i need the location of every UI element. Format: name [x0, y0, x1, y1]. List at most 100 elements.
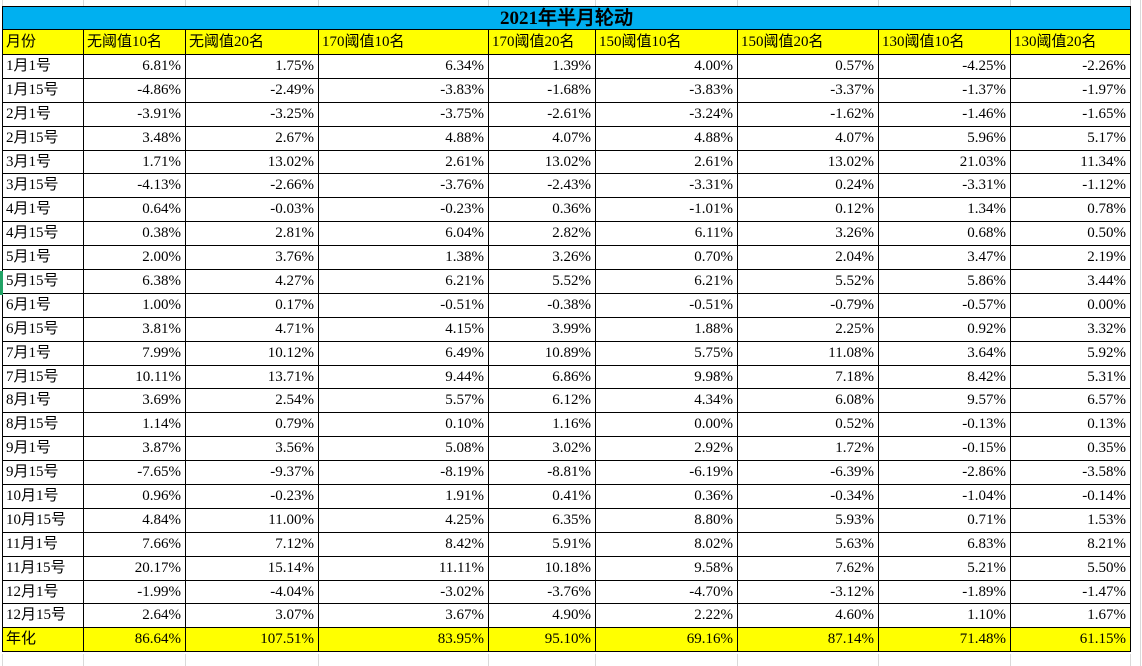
value-cell[interactable]: 2.64% [83, 603, 186, 629]
value-cell[interactable]: 3.47% [878, 245, 1011, 271]
value-cell[interactable]: -4.04% [185, 579, 319, 605]
value-cell[interactable]: 1.16% [488, 412, 596, 438]
value-cell[interactable]: 5.96% [878, 125, 1011, 151]
value-cell[interactable]: -0.13% [878, 412, 1011, 438]
value-cell[interactable]: 2.04% [737, 245, 879, 271]
value-cell[interactable]: -1.99% [83, 579, 186, 605]
annualized-value-cell[interactable]: 61.15% [1010, 627, 1131, 653]
value-cell[interactable]: 1.53% [1010, 507, 1131, 533]
value-cell[interactable]: -1.68% [488, 77, 596, 103]
value-cell[interactable]: -3.76% [318, 173, 489, 199]
value-cell[interactable]: 0.64% [83, 197, 186, 223]
value-cell[interactable]: -1.04% [878, 484, 1011, 509]
value-cell[interactable]: 0.92% [878, 316, 1011, 342]
value-cell[interactable]: 2.54% [185, 388, 319, 414]
value-cell[interactable]: 4.07% [737, 125, 879, 151]
value-cell[interactable]: 2.81% [185, 221, 319, 247]
value-cell[interactable]: 6.21% [595, 269, 738, 294]
value-cell[interactable]: 4.00% [595, 54, 738, 79]
value-cell[interactable]: 0.12% [737, 197, 879, 223]
value-cell[interactable]: 1.39% [488, 54, 596, 79]
value-cell[interactable]: -3.58% [1010, 460, 1131, 486]
value-cell[interactable]: 4.34% [595, 388, 738, 414]
value-cell[interactable]: 6.12% [488, 388, 596, 414]
header-cell[interactable]: 无阈值10名 [83, 29, 186, 55]
value-cell[interactable]: 3.07% [185, 603, 319, 629]
value-cell[interactable]: -0.51% [318, 292, 489, 318]
value-cell[interactable]: -3.31% [595, 173, 738, 199]
value-cell[interactable]: -1.62% [737, 101, 879, 127]
month-cell[interactable]: 9月15号 [2, 460, 84, 486]
value-cell[interactable]: 11.34% [1010, 149, 1131, 175]
value-cell[interactable]: 6.34% [318, 54, 489, 79]
value-cell[interactable]: 8.80% [595, 507, 738, 533]
value-cell[interactable]: 2.25% [737, 316, 879, 342]
value-cell[interactable]: 10.11% [83, 364, 186, 390]
value-cell[interactable]: -4.25% [878, 54, 1011, 79]
value-cell[interactable]: -2.66% [185, 173, 319, 199]
annualized-value-cell[interactable]: 107.51% [185, 627, 319, 653]
value-cell[interactable]: 8.42% [318, 531, 489, 557]
value-cell[interactable]: -3.83% [595, 77, 738, 103]
value-cell[interactable]: 0.78% [1010, 197, 1131, 223]
value-cell[interactable]: -0.14% [1010, 484, 1131, 509]
value-cell[interactable]: 5.50% [1010, 555, 1131, 581]
value-cell[interactable]: 1.38% [318, 245, 489, 271]
annualized-value-cell[interactable]: 87.14% [737, 627, 879, 653]
value-cell[interactable]: -2.49% [185, 77, 319, 103]
value-cell[interactable]: 7.99% [83, 340, 186, 366]
value-cell[interactable]: -1.12% [1010, 173, 1131, 199]
value-cell[interactable]: 3.76% [185, 245, 319, 271]
month-cell[interactable]: 7月15号 [2, 364, 84, 390]
value-cell[interactable]: 3.56% [185, 436, 319, 462]
value-cell[interactable]: -0.34% [737, 484, 879, 509]
value-cell[interactable]: -3.12% [737, 579, 879, 605]
value-cell[interactable]: -3.37% [737, 77, 879, 103]
value-cell[interactable]: 0.50% [1010, 221, 1131, 247]
value-cell[interactable]: 6.35% [488, 507, 596, 533]
value-cell[interactable]: 20.17% [83, 555, 186, 581]
month-cell[interactable]: 11月15号 [2, 555, 84, 581]
value-cell[interactable]: 21.03% [878, 149, 1011, 175]
value-cell[interactable]: 5.86% [878, 269, 1011, 294]
value-cell[interactable]: 1.72% [737, 436, 879, 462]
month-cell[interactable]: 5月15号 [2, 269, 84, 294]
value-cell[interactable]: 15.14% [185, 555, 319, 581]
annualized-label-cell[interactable]: 年化 [2, 627, 84, 653]
value-cell[interactable]: -3.75% [318, 101, 489, 127]
header-cell[interactable]: 170阈值10名 [318, 29, 489, 55]
annualized-value-cell[interactable]: 69.16% [595, 627, 738, 653]
value-cell[interactable]: 9.58% [595, 555, 738, 581]
value-cell[interactable]: 5.75% [595, 340, 738, 366]
value-cell[interactable]: 0.70% [595, 245, 738, 271]
value-cell[interactable]: 6.04% [318, 221, 489, 247]
value-cell[interactable]: 0.00% [1010, 292, 1131, 318]
value-cell[interactable]: 4.90% [488, 603, 596, 629]
value-cell[interactable]: 3.44% [1010, 269, 1131, 294]
value-cell[interactable]: 6.49% [318, 340, 489, 366]
value-cell[interactable]: 5.52% [488, 269, 596, 294]
value-cell[interactable]: 3.67% [318, 603, 489, 629]
month-cell[interactable]: 12月15号 [2, 603, 84, 629]
value-cell[interactable]: 2.82% [488, 221, 596, 247]
value-cell[interactable]: -8.81% [488, 460, 596, 486]
header-cell-month[interactable]: 月份 [2, 29, 84, 55]
value-cell[interactable]: 11.11% [318, 555, 489, 581]
value-cell[interactable]: 2.19% [1010, 245, 1131, 271]
value-cell[interactable]: 0.68% [878, 221, 1011, 247]
header-cell[interactable]: 150阈值10名 [595, 29, 738, 55]
value-cell[interactable]: -1.37% [878, 77, 1011, 103]
value-cell[interactable]: 13.02% [185, 149, 319, 175]
value-cell[interactable]: 4.71% [185, 316, 319, 342]
value-cell[interactable]: 4.88% [595, 125, 738, 151]
value-cell[interactable]: 3.81% [83, 316, 186, 342]
value-cell[interactable]: 13.02% [737, 149, 879, 175]
value-cell[interactable]: 7.18% [737, 364, 879, 390]
value-cell[interactable]: -4.70% [595, 579, 738, 605]
month-cell[interactable]: 10月15号 [2, 507, 84, 533]
value-cell[interactable]: -1.65% [1010, 101, 1131, 127]
value-cell[interactable]: 0.79% [185, 412, 319, 438]
value-cell[interactable]: 9.98% [595, 364, 738, 390]
value-cell[interactable]: -3.91% [83, 101, 186, 127]
month-cell[interactable]: 11月1号 [2, 531, 84, 557]
